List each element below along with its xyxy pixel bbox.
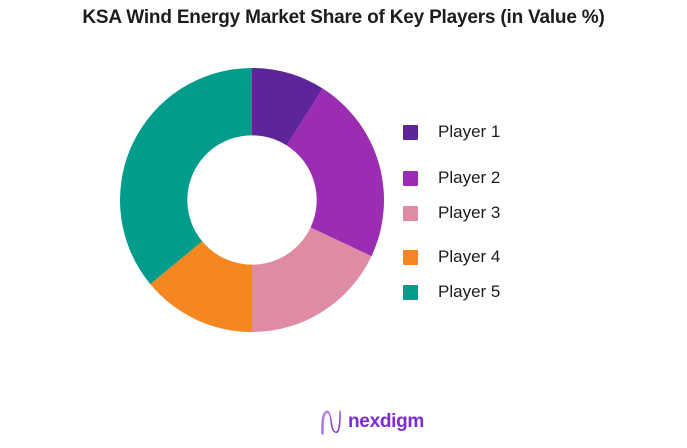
- legend-item-player-1: Player 1: [403, 122, 501, 141]
- donut-chart-svg: [119, 68, 385, 332]
- legend-swatch-player-3: [403, 205, 418, 221]
- donut-chart: [117, 65, 387, 335]
- brand-logo: nexdigm: [320, 405, 424, 439]
- donut-slice-player-1: [252, 68, 323, 146]
- brand-wordmark: nexdigm: [348, 411, 425, 432]
- legend-item-player-2: Player 2: [403, 168, 501, 187]
- legend-item-player-5: Player 5: [403, 282, 501, 301]
- donut-slice-player-5: [119, 68, 253, 285]
- legend-swatch-player-2: [403, 170, 418, 186]
- legend-item-player-4: Player 4: [403, 247, 501, 266]
- donut-slice-player-4: [150, 241, 252, 332]
- legend: Player 1 Player 2 Player 3 Player 4 Play…: [403, 0, 623, 448]
- legend-item-label: Player 1: [438, 122, 501, 141]
- legend-item-label: Player 5: [438, 282, 501, 301]
- legend-item-player-3: Player 3: [403, 203, 501, 222]
- legend-swatch-player-1: [403, 124, 418, 140]
- donut-slice-player-2: [286, 88, 385, 257]
- legend-swatch-player-5: [403, 284, 418, 300]
- chart-title: KSA Wind Energy Market Share of Key Play…: [82, 7, 605, 28]
- legend-item-label: Player 2: [438, 168, 501, 187]
- legend-item-label: Player 4: [438, 247, 501, 266]
- donut-slice-player-3: [252, 227, 372, 332]
- nexdigm-wave-n-icon: [321, 410, 341, 435]
- legend-swatch-player-4: [403, 249, 418, 265]
- legend-item-label: Player 3: [438, 203, 501, 222]
